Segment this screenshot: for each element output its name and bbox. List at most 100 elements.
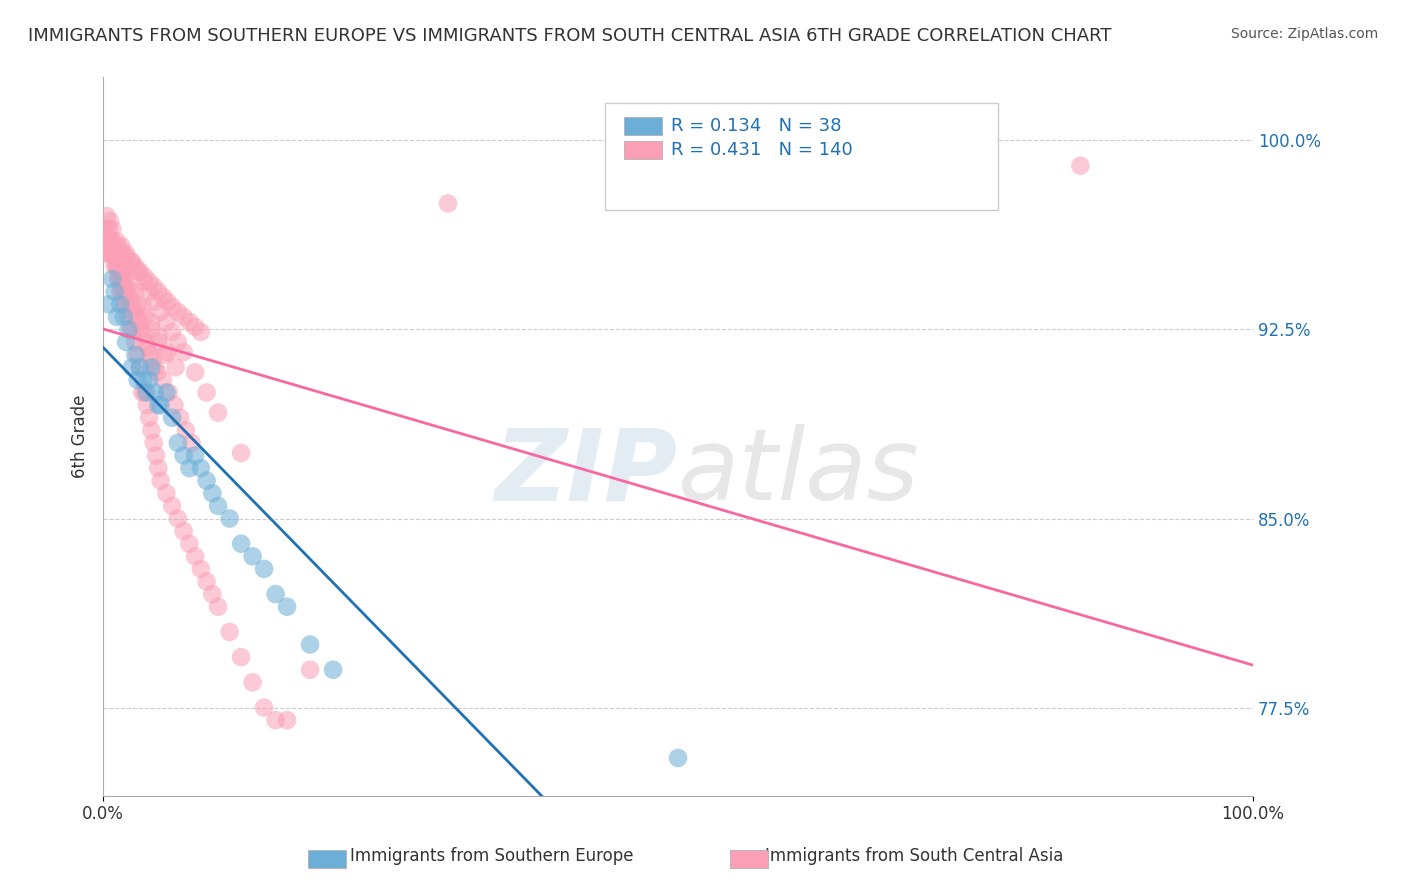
Point (195, 474, 218, 488)
Point (148, 398, 170, 412)
Point (111, 272, 134, 286)
Point (115, 335, 138, 350)
Point (111, 285, 134, 299)
Point (299, 638, 322, 652)
Point (195, 574, 218, 589)
Point (138, 373, 160, 387)
Point (98, 214, 121, 228)
Point (242, 549, 264, 564)
Point (120, 254, 142, 268)
Point (163, 398, 186, 412)
Point (173, 524, 195, 538)
Point (179, 461, 201, 475)
Point (134, 269, 156, 284)
Point (129, 264, 152, 278)
Point (276, 713, 298, 727)
Point (104, 247, 127, 261)
Point (104, 260, 127, 274)
Point (437, 196, 460, 211)
Point (201, 587, 224, 601)
Point (127, 348, 149, 362)
Point (155, 486, 177, 500)
Point (110, 272, 132, 286)
Point (128, 315, 150, 329)
Point (103, 247, 125, 261)
Text: ZIP: ZIP (495, 424, 678, 521)
Point (105, 310, 128, 324)
Point (143, 385, 166, 400)
Point (94, 247, 117, 261)
Point (242, 675, 264, 690)
Point (117, 269, 139, 284)
Point (229, 446, 252, 460)
Point (117, 285, 139, 299)
Point (229, 650, 252, 665)
Point (299, 663, 322, 677)
Point (666, 751, 689, 765)
Point (142, 436, 165, 450)
Point (160, 300, 183, 314)
Point (100, 247, 122, 261)
Point (100, 239, 122, 253)
Point (118, 292, 141, 306)
Point (149, 474, 172, 488)
Point (152, 290, 174, 304)
Point (184, 549, 207, 564)
Point (96, 234, 118, 248)
Point (169, 410, 191, 425)
Point (155, 315, 177, 329)
Point (156, 294, 179, 309)
Point (190, 562, 212, 576)
Point (138, 410, 160, 425)
Point (160, 499, 183, 513)
Point (264, 587, 287, 601)
Point (148, 330, 170, 344)
Point (104, 285, 127, 299)
Point (105, 234, 128, 248)
Point (122, 322, 145, 336)
Point (218, 624, 240, 639)
Point (142, 352, 165, 367)
Point (218, 511, 240, 525)
Point (139, 348, 162, 362)
Point (97, 234, 120, 248)
Point (121, 254, 143, 268)
Point (173, 449, 195, 463)
Point (160, 410, 183, 425)
Point (160, 325, 183, 339)
Point (148, 285, 170, 299)
Point (129, 322, 152, 336)
Point (97, 221, 120, 235)
Point (110, 264, 132, 278)
Point (207, 406, 229, 420)
Point (127, 373, 149, 387)
Point (97, 297, 120, 311)
Point (179, 537, 201, 551)
Point (114, 279, 136, 293)
Point (180, 436, 202, 450)
Point (195, 385, 218, 400)
Text: atlas: atlas (678, 424, 920, 521)
Point (94, 221, 117, 235)
Point (121, 360, 143, 375)
Point (105, 239, 128, 253)
Point (138, 275, 160, 289)
Point (115, 297, 138, 311)
Point (1069, 159, 1091, 173)
Point (112, 310, 135, 324)
Point (134, 310, 156, 324)
Point (173, 345, 195, 359)
Point (124, 285, 146, 299)
Point (155, 348, 177, 362)
Point (107, 272, 129, 286)
Point (124, 260, 146, 274)
Point (129, 360, 152, 375)
Point (184, 320, 207, 334)
Point (97, 234, 120, 248)
Point (152, 373, 174, 387)
Point (105, 260, 128, 274)
Text: Immigrants from Southern Europe: Immigrants from Southern Europe (350, 847, 634, 865)
Point (132, 300, 155, 314)
Point (201, 486, 224, 500)
Point (129, 360, 152, 375)
